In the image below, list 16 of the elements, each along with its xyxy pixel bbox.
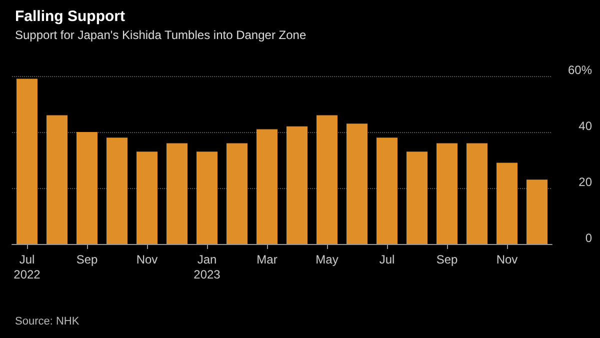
x-tick-label: Jan 2023 bbox=[194, 252, 221, 282]
x-tick-label: Nov bbox=[496, 252, 518, 266]
x-tick-label: Sep bbox=[436, 252, 458, 266]
y-tick-label: 40 bbox=[578, 119, 592, 133]
y-tick-label: 20 bbox=[578, 175, 592, 189]
x-tick-label: May bbox=[316, 252, 338, 266]
x-tick-label: Mar bbox=[256, 252, 278, 266]
chart-subtitle: Support for Japan's Kishida Tumbles into Danger Zone bbox=[15, 28, 306, 42]
x-tick-label: Nov bbox=[136, 252, 158, 266]
x-tick-label: Sep bbox=[76, 252, 98, 266]
x-tick-label: Jul bbox=[379, 252, 395, 266]
y-tick-label: 0 bbox=[585, 231, 592, 245]
x-tick-label: Jul 2022 bbox=[14, 252, 41, 282]
chart-title: Falling Support bbox=[15, 8, 125, 25]
y-tick-label: 60% bbox=[568, 63, 592, 77]
source-note: Source: NHK bbox=[15, 316, 80, 328]
